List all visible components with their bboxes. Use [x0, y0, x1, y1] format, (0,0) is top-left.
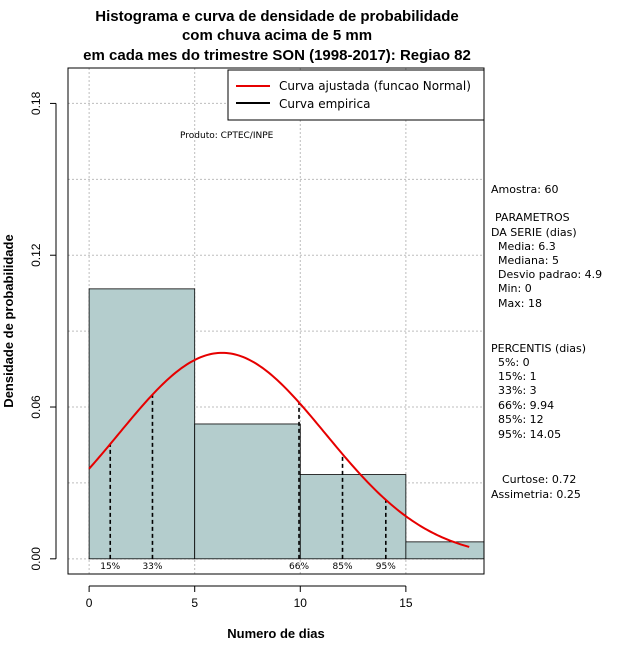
- stat-params-subheading: DA SERIE (dias): [491, 226, 577, 239]
- chart-title-line-2: com chuva acima de 5 mm: [182, 27, 372, 44]
- stat-p95: 95%: 14.05: [498, 428, 561, 441]
- percentile-lines: 15% 33% 66% 85% 95%: [100, 394, 396, 572]
- stat-p66: 66%: 9.94: [498, 399, 554, 412]
- y-tick-label-2: 0.12: [29, 243, 43, 267]
- stat-p85: 85%: 12: [498, 413, 544, 426]
- x-tick-label-3: 15: [399, 596, 413, 610]
- percentile-label-85: 85%: [333, 562, 353, 572]
- chart-title-line-3: em cada mes do trimestre SON (1998-2017)…: [83, 47, 471, 64]
- percentile-label-33: 33%: [142, 562, 162, 572]
- stat-p5: 5%: 0: [498, 356, 530, 369]
- x-tick-label-0: 0: [86, 596, 93, 610]
- stat-median: Mediana: 5: [498, 254, 559, 267]
- stat-sample-size: Amostra: 60: [491, 183, 558, 196]
- histogram-bar-1: [88, 288, 196, 560]
- normal-density-curve: [88, 351, 470, 548]
- chart-title-line-1: Histograma e curva de densidade de proba…: [95, 8, 458, 25]
- legend: Curva ajustada (funcao Normal) Curva emp…: [227, 69, 485, 121]
- y-axis-label: Densidade de probabilidade: [1, 234, 16, 407]
- stat-max: Max: 18: [498, 297, 542, 310]
- plot-frame: [67, 67, 485, 575]
- stats-panel: Amostra: 60 PARAMETROS DA SERIE (dias) M…: [491, 183, 602, 501]
- credit-text: Produto: CPTEC/INPE: [180, 131, 274, 141]
- legend-empirical-label: Curva empirica: [279, 97, 370, 111]
- x-tick-label-1: 5: [191, 596, 198, 610]
- percentile-label-95: 95%: [376, 562, 396, 572]
- legend-box: [227, 69, 485, 121]
- histogram-bar-4: [405, 541, 485, 560]
- density-curves: [88, 351, 470, 548]
- histogram-bar-3: [299, 474, 407, 560]
- x-axis-label: Numero de dias: [227, 626, 325, 641]
- y-tick-label-0: 0.00: [29, 547, 43, 571]
- x-tick-label-2: 10: [294, 596, 308, 610]
- stat-p15: 15%: 1: [498, 370, 537, 383]
- y-tick-label-3: 0.18: [29, 91, 43, 115]
- stat-std-dev: Desvio padrao: 4.9: [498, 268, 602, 281]
- histogram-bars: [88, 288, 485, 560]
- y-tick-label-1: 0.06: [29, 395, 43, 419]
- stat-percentis-heading: PERCENTIS (dias): [491, 342, 586, 355]
- stat-min: Min: 0: [498, 282, 532, 295]
- percentile-label-15: 15%: [100, 562, 120, 572]
- stat-p33: 33%: 3: [498, 384, 537, 397]
- percentile-label-66: 66%: [289, 562, 309, 572]
- legend-normal-label: Curva ajustada (funcao Normal): [279, 79, 471, 93]
- histogram-bar-2: [194, 423, 301, 560]
- stat-params-heading: PARAMETROS: [495, 211, 570, 224]
- stat-skewness: Assimetria: 0.25: [491, 488, 581, 501]
- stat-mean: Media: 6.3: [498, 240, 556, 253]
- axes: 0 5 10 15 0.00 0.06 0.12 0.18: [29, 91, 413, 610]
- stat-kurtosis: Curtose: 0.72: [502, 473, 576, 486]
